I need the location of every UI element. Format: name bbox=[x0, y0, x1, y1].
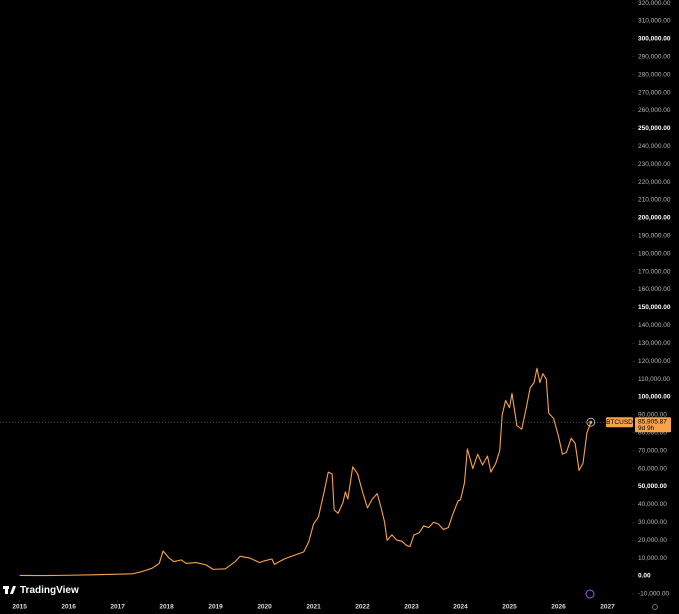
replay-icon[interactable] bbox=[585, 589, 595, 599]
y-tick-label: 250,000.00 bbox=[638, 125, 671, 132]
y-tick-label: 200,000.00 bbox=[638, 215, 671, 222]
y-tick-label: 40,000.00 bbox=[638, 501, 667, 508]
y-tick-label: 100,000.00 bbox=[638, 394, 671, 401]
x-tick-label: 2018 bbox=[159, 604, 174, 611]
x-tick-label: 2020 bbox=[257, 604, 272, 611]
last-price-label: 85,905.87 bbox=[638, 418, 667, 425]
y-tick-label: 0.00 bbox=[638, 573, 651, 580]
x-tick-label: 2017 bbox=[110, 604, 125, 611]
x-tick-label: 2025 bbox=[502, 604, 517, 611]
x-tick-label: 2023 bbox=[404, 604, 419, 611]
x-tick-label: 2024 bbox=[453, 604, 468, 611]
x-tick-label: 2027 bbox=[600, 604, 615, 611]
symbol-box bbox=[606, 417, 633, 428]
y-tick-label: 170,000.00 bbox=[638, 268, 671, 275]
price-line bbox=[19, 367, 592, 577]
y-tick-label: 80,000.00 bbox=[638, 429, 667, 436]
y-tick-label: 290,000.00 bbox=[638, 53, 671, 60]
y-tick-label: 210,000.00 bbox=[638, 197, 671, 204]
y-tick-label: 310,000.00 bbox=[638, 18, 671, 25]
watermark: TradingView bbox=[20, 585, 79, 596]
y-tick-label: 190,000.00 bbox=[638, 233, 671, 240]
x-tick-label: 2019 bbox=[208, 604, 223, 611]
x-tick-label: 2026 bbox=[551, 604, 566, 611]
y-tick-label: 160,000.00 bbox=[638, 286, 671, 293]
y-tick-label: 50,000.00 bbox=[638, 483, 667, 490]
y-tick-label: 110,000.00 bbox=[638, 376, 670, 383]
logo-mark bbox=[10, 586, 16, 594]
last-point bbox=[586, 417, 596, 427]
logo-mark bbox=[5, 586, 8, 594]
y-tick-label: 120,000.00 bbox=[638, 358, 671, 365]
y-tick-label: 260,000.00 bbox=[638, 107, 671, 114]
y-tick-label: 140,000.00 bbox=[638, 322, 671, 329]
y-tick-label: 240,000.00 bbox=[638, 143, 671, 150]
symbol-label: BTCUSD bbox=[606, 419, 633, 426]
y-tick-label: 230,000.00 bbox=[638, 161, 671, 168]
x-tick-label: 2015 bbox=[12, 604, 27, 611]
y-tick-label: -10,000.00 bbox=[638, 591, 669, 598]
y-tick-label: 90,000.00 bbox=[638, 412, 667, 419]
y-tick-label: 270,000.00 bbox=[638, 89, 671, 96]
y-tick-label: 300,000.00 bbox=[638, 36, 671, 43]
countdown: 9d 9h bbox=[638, 425, 655, 432]
x-tick-label: 2016 bbox=[61, 604, 76, 611]
y-tick-label: 130,000.00 bbox=[638, 340, 671, 347]
price-box bbox=[635, 417, 671, 433]
y-tick-label: 20,000.00 bbox=[638, 537, 667, 544]
y-tick-label: 150,000.00 bbox=[638, 304, 671, 311]
settings-icon[interactable] bbox=[652, 604, 658, 610]
y-tick-label: 60,000.00 bbox=[638, 465, 667, 472]
y-tick-label: 10,000.00 bbox=[638, 555, 667, 562]
y-tick-label: 30,000.00 bbox=[638, 519, 667, 526]
y-tick-label: 280,000.00 bbox=[638, 71, 671, 78]
y-tick-label: 320,000.00 bbox=[638, 0, 671, 7]
logo: TradingView bbox=[3, 585, 79, 596]
x-tick-label: 2021 bbox=[306, 604, 321, 611]
y-tick-label: 70,000.00 bbox=[638, 447, 667, 454]
y-tick-label: 220,000.00 bbox=[638, 179, 671, 186]
y-tick-label: 180,000.00 bbox=[638, 250, 671, 257]
x-tick-label: 2022 bbox=[355, 604, 370, 611]
last-point-dot bbox=[589, 420, 593, 424]
